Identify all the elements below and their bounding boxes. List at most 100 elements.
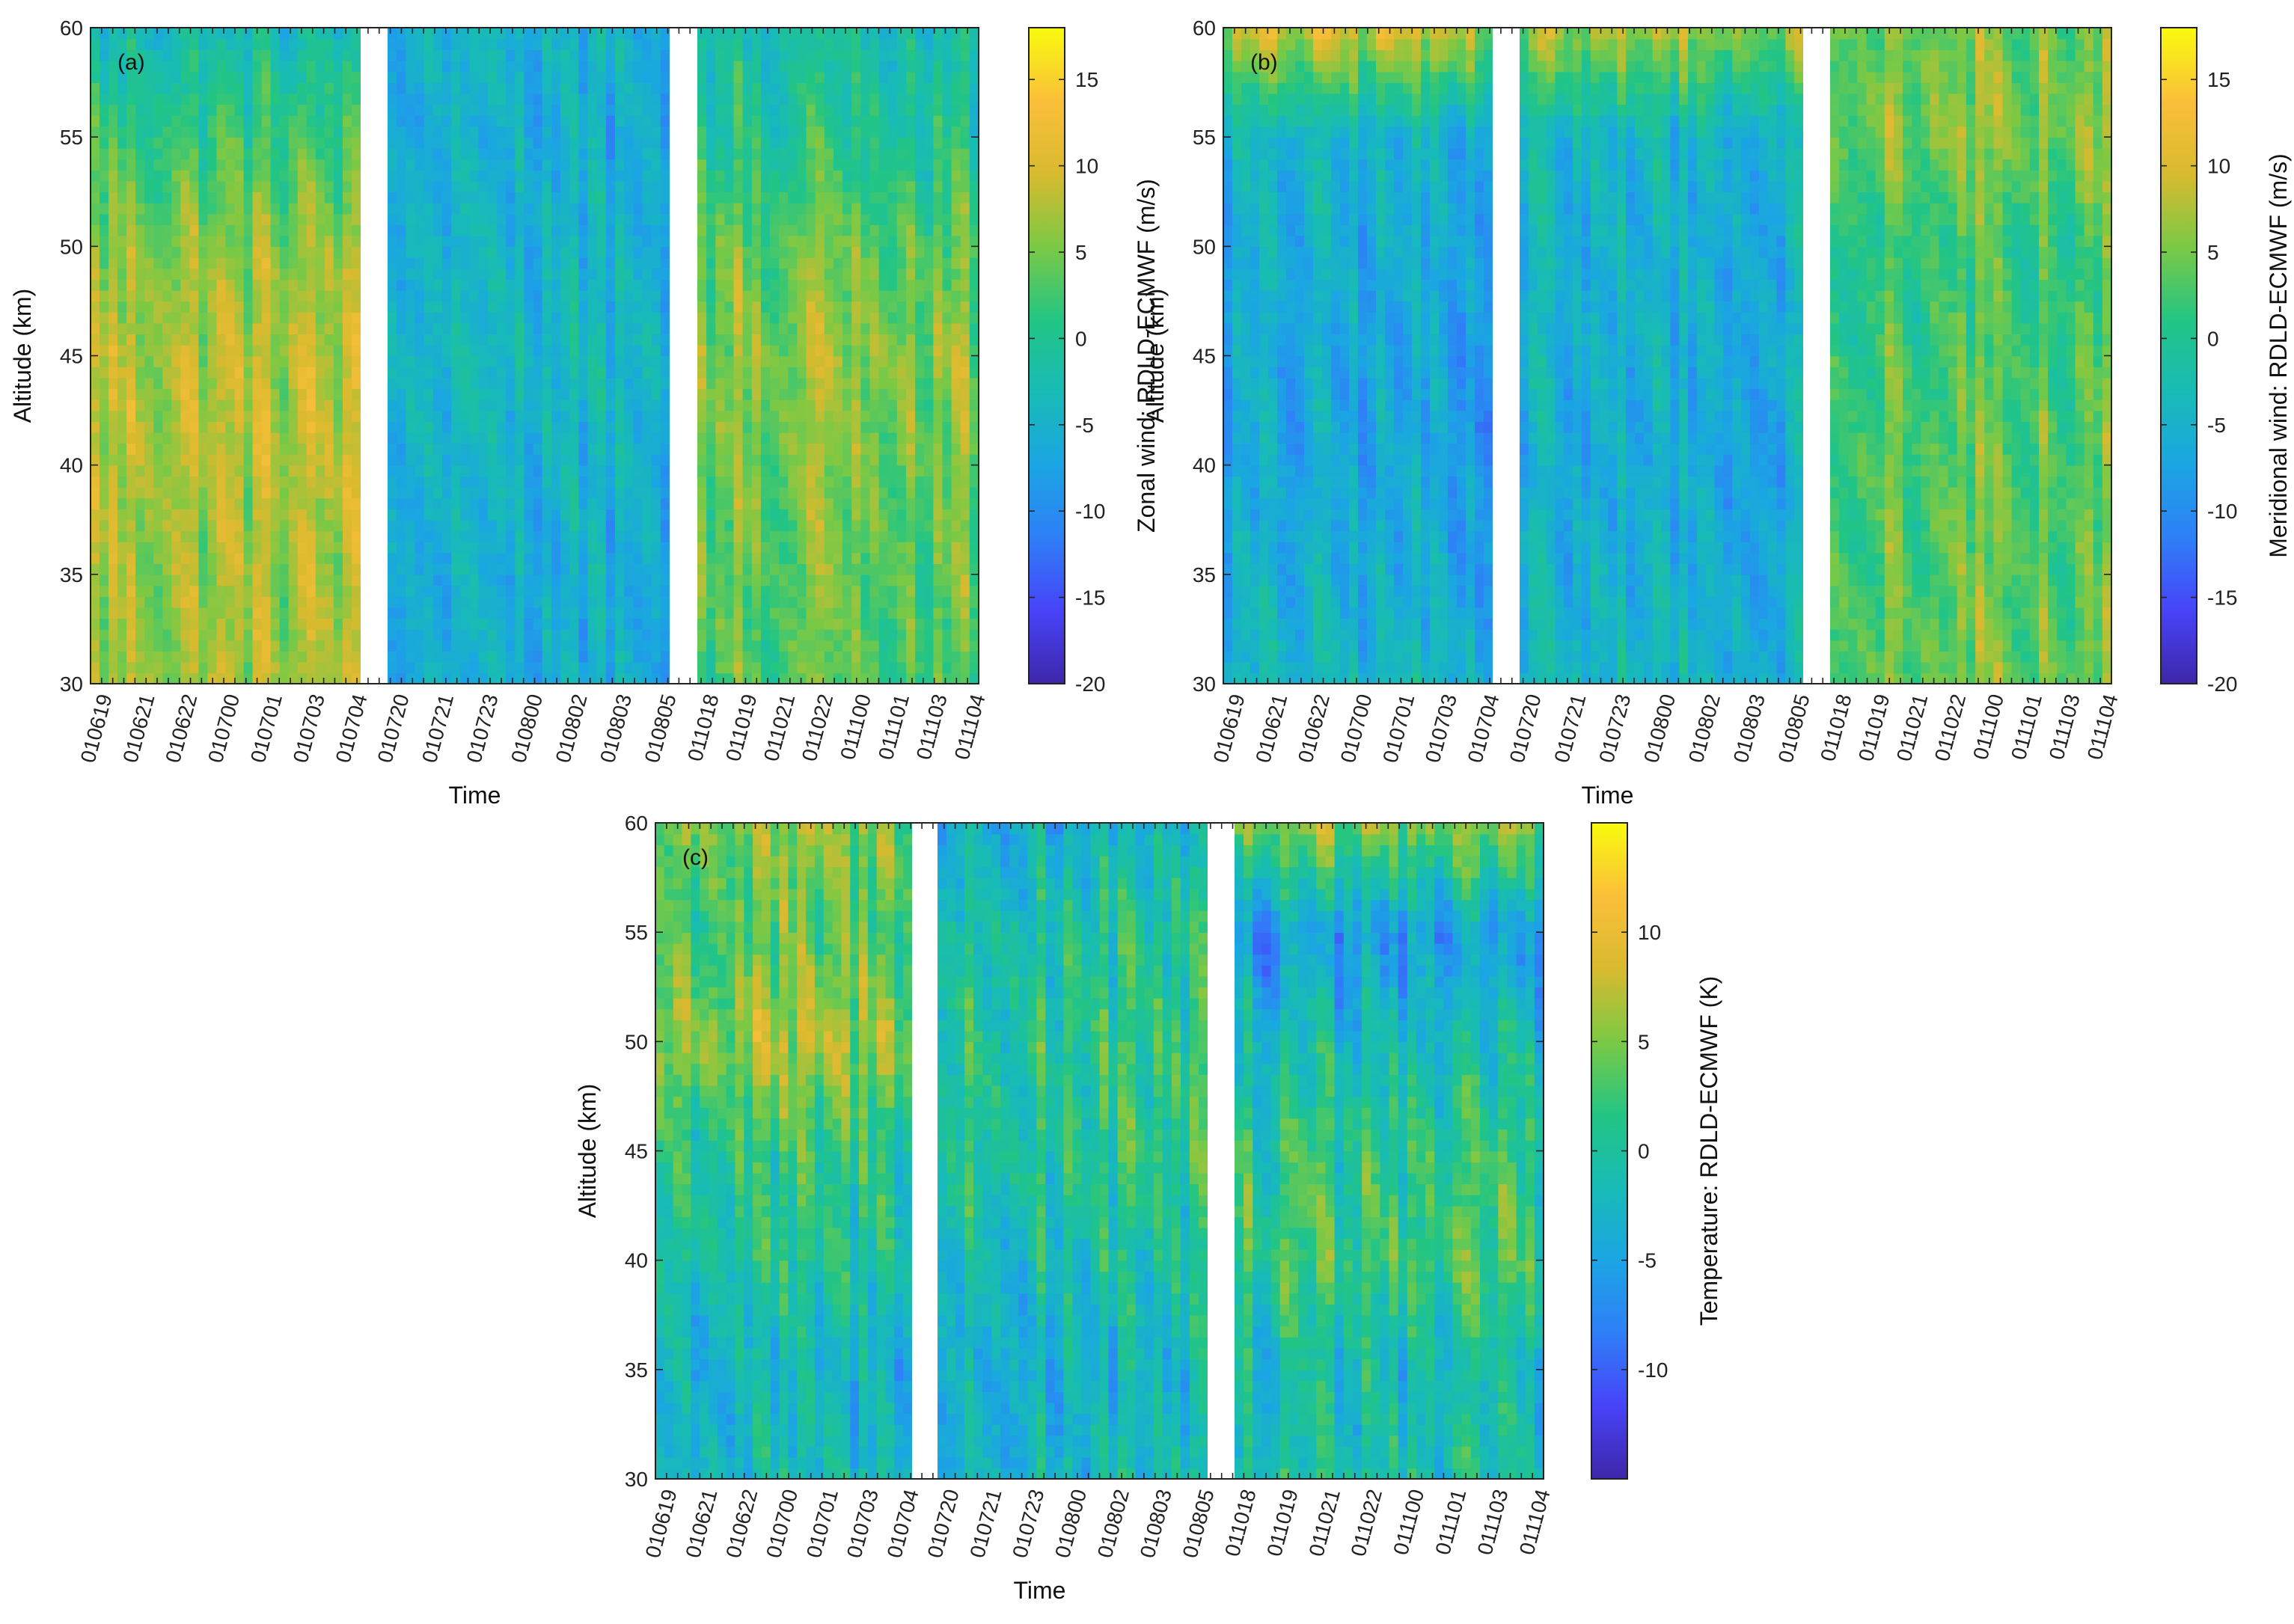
heatmap-cell [153, 377, 163, 390]
heatmap-cell [315, 235, 325, 248]
heatmap-cell [297, 191, 308, 203]
heatmap-cell [633, 289, 643, 302]
heatmap-cell [198, 563, 209, 575]
heatmap-cell [451, 542, 462, 554]
heatmap-cell [833, 104, 843, 116]
heatmap-cell [615, 104, 625, 116]
heatmap-cell [733, 49, 744, 61]
heatmap-cell [406, 432, 416, 444]
heatmap-cell [415, 454, 425, 466]
heatmap-cell [551, 235, 561, 248]
heatmap-cell [442, 147, 452, 160]
heatmap-cell [306, 38, 316, 50]
heatmap-cell [533, 213, 543, 225]
heatmap-cell [788, 235, 798, 248]
heatmap-cell [651, 114, 661, 127]
heatmap-cell [108, 355, 118, 367]
heatmap-cell [660, 268, 670, 280]
heatmap-cell [605, 159, 616, 171]
heatmap-cell [506, 585, 516, 597]
heatmap-cell [697, 213, 707, 225]
heatmap-cell [887, 322, 898, 334]
heatmap-cell [833, 334, 843, 346]
heatmap-cell [180, 114, 191, 127]
heatmap-cell [442, 344, 452, 357]
heatmap-cell [261, 268, 272, 280]
heatmap-cell [605, 367, 616, 379]
heatmap-cell [306, 28, 316, 40]
heatmap-cell [697, 443, 707, 455]
heatmap-cell [189, 465, 200, 477]
heatmap-cell [605, 322, 616, 334]
heatmap-cell [496, 661, 507, 674]
heatmap-cell [487, 476, 498, 488]
heatmap-cell [515, 322, 525, 334]
heatmap-cell [724, 410, 735, 422]
heatmap-cell [478, 651, 489, 663]
heatmap-cell [615, 268, 625, 280]
heatmap-cell [406, 542, 416, 554]
heatmap-cell [515, 661, 525, 674]
heatmap-cell [388, 388, 397, 400]
heatmap-cell [815, 519, 825, 532]
heatmap-cell [126, 607, 136, 619]
heatmap-cell [742, 159, 753, 171]
heatmap-cell [697, 618, 707, 630]
heatmap-cell [824, 191, 834, 203]
heatmap-cell [715, 640, 726, 652]
heatmap-cell [352, 585, 361, 597]
heatmap-cell [770, 246, 780, 258]
heatmap-cell [469, 355, 480, 367]
heatmap-cell [815, 191, 825, 203]
heatmap-cell [189, 367, 200, 379]
heatmap-cell [333, 399, 343, 411]
heatmap-cell [551, 322, 561, 334]
heatmap-cell [760, 28, 771, 40]
heatmap-cell [797, 618, 807, 630]
heatmap-cell [270, 334, 281, 346]
heatmap-cell [605, 147, 616, 160]
heatmap-cell [306, 486, 316, 499]
heatmap-cell [651, 367, 661, 379]
heatmap-cell [171, 640, 182, 652]
heatmap-cell [842, 399, 852, 411]
heatmap-cell [533, 344, 543, 357]
heatmap-cell [887, 180, 898, 192]
heatmap-cell [171, 268, 182, 280]
heatmap-cell [270, 640, 281, 652]
heatmap-cell [324, 213, 334, 225]
heatmap-cell [569, 268, 580, 280]
heatmap-cell [279, 585, 290, 597]
heatmap-cell [315, 38, 325, 50]
heatmap-cell [333, 618, 343, 630]
heatmap-cell [615, 289, 625, 302]
heatmap-cell [887, 137, 898, 149]
heatmap-cell [788, 104, 798, 116]
heatmap-cell [833, 312, 843, 324]
heatmap-cell [189, 486, 200, 499]
heatmap-cell [633, 377, 643, 390]
heatmap-cell [660, 672, 670, 684]
heatmap-cell [715, 410, 726, 422]
heatmap-cell [297, 519, 308, 532]
heatmap-cell [724, 530, 735, 542]
heatmap-cell [779, 301, 789, 313]
heatmap-cell [270, 651, 281, 663]
heatmap-cell [397, 542, 407, 554]
heatmap-cell [216, 465, 227, 477]
heatmap-cell [542, 213, 552, 225]
heatmap-cell [605, 334, 616, 346]
heatmap-cell [751, 213, 762, 225]
heatmap-cell [524, 137, 534, 149]
heatmap-cell [198, 147, 209, 160]
heatmap-cell [288, 224, 299, 236]
heatmap-cell [660, 257, 670, 269]
heatmap-cell [605, 640, 616, 652]
heatmap-cell [533, 137, 543, 149]
heatmap-cell [833, 257, 843, 269]
heatmap-cell [878, 235, 889, 248]
heatmap-cell [225, 618, 236, 630]
heatmap-cell [624, 224, 634, 236]
heatmap-cell [605, 344, 616, 357]
heatmap-cell [469, 628, 480, 641]
